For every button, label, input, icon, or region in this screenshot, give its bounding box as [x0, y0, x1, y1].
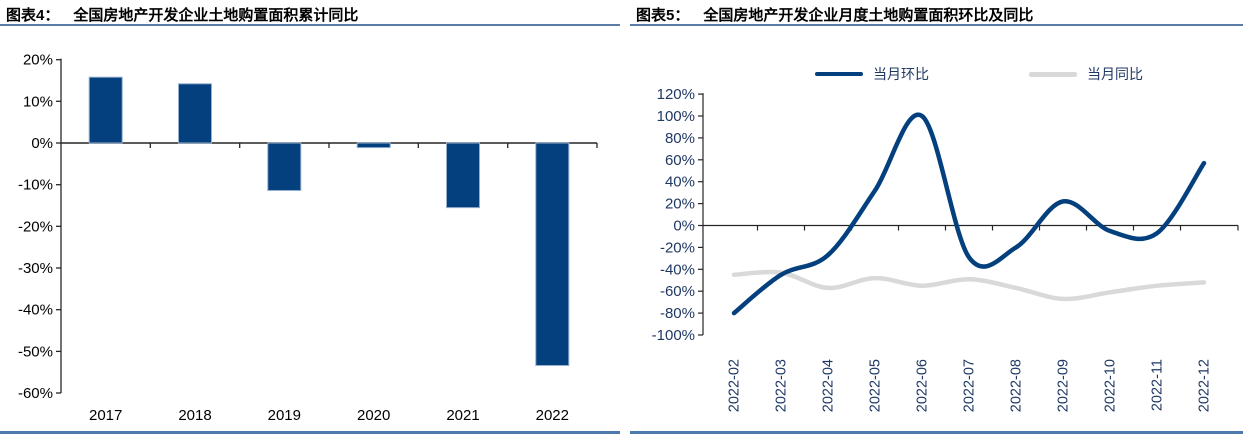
y-axis — [56, 58, 62, 394]
x-tick-label: 2022-04 — [821, 359, 837, 412]
x-tick-label: 2017 — [89, 407, 122, 424]
y-axis — [698, 93, 704, 336]
x-tick-label: 2022-08 — [1009, 359, 1025, 412]
y-tick-label: -100% — [652, 327, 695, 344]
legend-item-mom: 当月环比 — [815, 64, 929, 84]
bar — [356, 142, 391, 149]
series-line-mom — [731, 112, 1207, 316]
x-tick-label: 2022-10 — [1103, 359, 1119, 412]
bar — [88, 76, 123, 144]
legend-line-mom-icon — [815, 72, 863, 76]
y-tick-label: 10% — [23, 93, 53, 110]
panel-bottom-divider — [630, 431, 1243, 434]
y-tick-label: 20% — [23, 52, 53, 69]
chart-title: 全国房地产开发企业土地购置面积累计同比 — [73, 7, 359, 24]
y-tick-labels: 120% 100% 80% 60% 40% 20% 0% -20% -40% -60% -80% -1… — [652, 86, 695, 344]
y-tick-label: -50% — [18, 343, 53, 360]
legend-label-mom: 当月环比 — [873, 66, 929, 82]
x-tick-label: 2019 — [268, 407, 301, 424]
x-tick-label: 2022-06 — [915, 359, 931, 412]
y-tick-label: -40% — [18, 302, 53, 319]
y-tick-label: -10% — [18, 177, 53, 194]
x-tick-label: 2022-11 — [1150, 359, 1166, 411]
y-tick-label: -30% — [18, 260, 53, 277]
y-tick-labels: 20% 10% 0% -10% -20% -30% -40% -50% -60% — [18, 52, 53, 402]
x-tick-labels: 2022-02 2022-03 2022-04 2022-05 2022-06 2022-… — [727, 359, 1213, 412]
bar — [535, 142, 570, 366]
panel-bottom-divider — [0, 431, 620, 434]
bar-chart: 20% 10% 0% -10% -20% -30% -40% -50% -60% 2017 2018… — [18, 52, 598, 424]
figure-title-row: 图表4： 全国房地产开发企业土地购置面积累计同比 — [0, 0, 620, 26]
x-axis-ticks — [149, 143, 598, 148]
figure-title-row: 图表5： 全国房地产开发企业月度土地购置面积环比及同比 — [630, 0, 1243, 26]
x-tick-labels: 2017 2018 2019 2020 2021 2022 — [89, 407, 569, 424]
y-tick-label: 40% — [665, 174, 695, 191]
x-tick-label: 2022-09 — [1056, 359, 1072, 412]
bar — [267, 142, 302, 191]
y-tick-label: 20% — [665, 196, 695, 213]
y-tick-label: -60% — [660, 283, 695, 300]
x-tick-label: 2021 — [446, 407, 479, 424]
x-tick-label: 2022-02 — [727, 359, 743, 412]
y-tick-label: -80% — [660, 305, 695, 322]
y-tick-label: -60% — [18, 385, 53, 402]
x-tick-label: 2022-07 — [962, 359, 978, 412]
figure-label: 图表5： — [636, 7, 690, 24]
figure-panel-cumulative-yoy: 图表4： 全国房地产开发企业土地购置面积累计同比 20% 10% 0% -10% -20%… — [0, 0, 620, 441]
bar-series — [88, 76, 570, 366]
bar — [178, 83, 212, 144]
y-tick-label: -20% — [18, 218, 53, 235]
x-tick-label: 2022-12 — [1197, 359, 1213, 412]
y-tick-label: 0% — [673, 218, 695, 235]
y-tick-label: -20% — [660, 239, 695, 256]
chart-legend: 当月环比 当月同比 — [815, 64, 1143, 84]
y-tick-label: 0% — [31, 135, 53, 152]
y-tick-label: 120% — [657, 86, 695, 103]
y-tick-label: 100% — [657, 108, 695, 125]
legend-label-yoy: 当月同比 — [1087, 66, 1143, 82]
x-tick-label: 2020 — [357, 407, 390, 424]
line-chart: 120% 100% 80% 60% 40% 20% 0% -20% -40% -60% -80% -1… — [652, 86, 1239, 412]
legend-line-yoy-icon — [1029, 71, 1077, 77]
bar — [446, 142, 480, 209]
figure-panel-monthly-mom-yoy: 图表5： 全国房地产开发企业月度土地购置面积环比及同比 120% 100% 80% 60… — [630, 0, 1243, 441]
x-tick-label: 2022-03 — [774, 359, 790, 412]
y-tick-label: 80% — [665, 130, 695, 147]
series-line-yoy — [731, 269, 1207, 302]
x-tick-label: 2022-05 — [868, 359, 884, 412]
chart-title: 全国房地产开发企业月度土地购置面积环比及同比 — [703, 7, 1034, 24]
y-tick-label: 60% — [665, 152, 695, 169]
legend-item-yoy: 当月同比 — [1029, 64, 1143, 84]
x-tick-label: 2022 — [536, 407, 569, 424]
figure-label: 图表4： — [6, 7, 60, 24]
x-tick-label: 2018 — [178, 407, 211, 424]
y-tick-label: -40% — [660, 261, 695, 278]
